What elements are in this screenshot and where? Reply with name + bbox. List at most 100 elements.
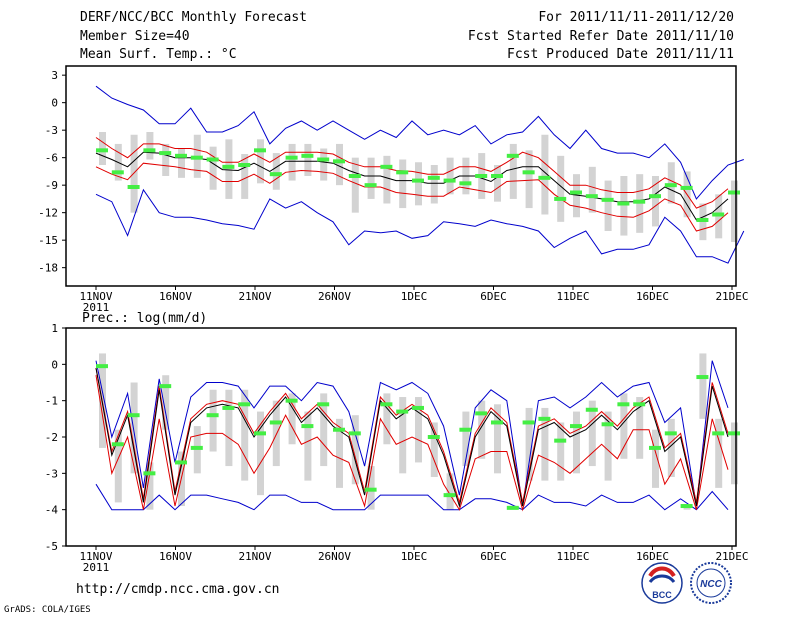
temp-median-2	[127, 185, 140, 189]
temp-box-25	[494, 165, 501, 202]
temp-median-17	[364, 183, 377, 188]
logos: BCC NCC	[641, 562, 732, 604]
prec-median-29	[554, 438, 567, 443]
temp-box-8	[225, 139, 233, 199]
temp-box-17	[367, 157, 375, 199]
temp-box-2	[130, 134, 138, 213]
prec-box-35	[652, 429, 659, 488]
prec-box-18	[383, 393, 391, 445]
temp-min-line	[95, 188, 745, 264]
header-left-title: DERF/NCC/BCC Monthly Forecast	[80, 10, 307, 25]
prec-median-15	[333, 427, 345, 432]
prec-median-39	[712, 431, 725, 436]
prec-median-24	[475, 411, 488, 416]
prec-median-31	[585, 407, 598, 412]
header-right-period: For 2011/11/11-2011/12/20	[538, 10, 734, 25]
temp-box-21	[430, 165, 438, 204]
prec-median-18	[380, 402, 393, 407]
prec-xtick-label-2: 21NOV	[238, 550, 271, 563]
prec-median-35	[649, 445, 661, 450]
temp-box-13	[304, 143, 312, 176]
prec-median-25	[491, 420, 503, 425]
prec-median-0	[96, 364, 108, 369]
prec-median-9	[238, 402, 251, 407]
prec-box-20	[415, 397, 422, 463]
temp-median-5	[175, 153, 187, 158]
prec-box-33	[620, 393, 628, 459]
temp-ytick-label-7: -18	[38, 262, 58, 275]
temp-median-15	[333, 159, 345, 164]
temp-xtick-year: 2011	[83, 301, 110, 314]
prec-ytick-label-3: -2	[45, 431, 58, 444]
prec-box-29	[557, 422, 565, 481]
prec-ytick-label-4: -3	[45, 467, 58, 480]
prec-median-17	[364, 487, 377, 492]
temp-box-11	[272, 153, 280, 190]
prec-panel-title: Prec.: log(mm/d)	[82, 311, 207, 326]
bcc-logo-text: BCC	[652, 590, 672, 600]
prec-median-28	[538, 416, 551, 421]
temp-ytick-label-2: -3	[45, 124, 58, 137]
prec-box-24	[478, 400, 486, 459]
prec-median-32	[601, 422, 614, 427]
temp-median-9	[238, 163, 251, 167]
temp-median-30	[570, 190, 582, 195]
prec-xtick-label-8: 21DEC	[715, 550, 748, 563]
prec-median-40	[728, 431, 740, 436]
temp-box-5	[178, 148, 185, 178]
temp-median-31	[585, 194, 598, 199]
prec-box-9	[241, 389, 249, 481]
temp-box-26	[509, 143, 517, 199]
prec-box-38	[699, 353, 707, 419]
prec-median-20	[412, 405, 424, 410]
temp-median-40	[728, 190, 740, 195]
prec-ytick-label-6: -5	[45, 540, 58, 553]
prec-median-30	[570, 424, 582, 429]
header-left-variable: Mean Surf. Temp.: °C	[80, 47, 237, 62]
temp-median-1	[111, 170, 124, 175]
temp-median-38	[696, 218, 709, 222]
temp-median-0	[96, 148, 108, 153]
prec-median-21	[427, 435, 440, 439]
prec-xtick-year: 2011	[83, 561, 110, 574]
temp-frame	[65, 65, 737, 287]
prec-xtick-label-5: 6DEC	[480, 550, 507, 563]
temp-ytick-label-5: -12	[38, 207, 58, 220]
temp-median-35	[649, 194, 661, 199]
temp-ytick-label-4: -9	[45, 179, 58, 192]
temp-xtick-label-8: 21DEC	[715, 290, 748, 303]
temp-box-3	[146, 132, 154, 160]
temp-median-32	[601, 197, 614, 202]
prec-box-27	[525, 407, 533, 481]
prec-median-6	[190, 445, 203, 450]
temp-box-9	[241, 154, 249, 199]
prec-ytick-label-1: 0	[51, 358, 58, 371]
prec-median-8	[222, 405, 235, 410]
temp-box-14	[320, 148, 328, 181]
temp-box-12	[288, 143, 296, 181]
prec-ytick-label-0: 1	[51, 322, 58, 335]
temp-ytick-label-0: 3	[51, 69, 58, 82]
temp-box-31	[588, 166, 596, 213]
prec-median-26	[506, 505, 519, 510]
prec-box-1	[114, 429, 122, 503]
prec-median-38	[696, 375, 709, 380]
temp-xtick-label-2: 21NOV	[238, 290, 271, 303]
temp-median-10	[254, 148, 266, 153]
temp-median-11	[269, 172, 282, 177]
prec-box-22	[446, 473, 454, 510]
prec-xtick-label-1: 16NOV	[159, 550, 192, 563]
temp-box-30	[573, 174, 580, 218]
prec-median-36	[664, 431, 677, 436]
temp-xtick-label-0: 11NOV	[79, 290, 112, 303]
temp-box-7	[209, 146, 217, 190]
prec-median-10	[254, 431, 266, 436]
temp-median-34	[633, 199, 646, 204]
precipitation-panel: 1 0 -1 -2 -3 -4 -5 11NOV 16NOV 21NOV 26NOV 1DEC 6DEC…	[45, 311, 749, 574]
prec-box-15	[336, 418, 343, 488]
prec-box-16	[351, 415, 359, 485]
temp-median-19	[396, 170, 409, 175]
prec-median-14	[317, 402, 330, 407]
prec-median-5	[175, 460, 187, 465]
